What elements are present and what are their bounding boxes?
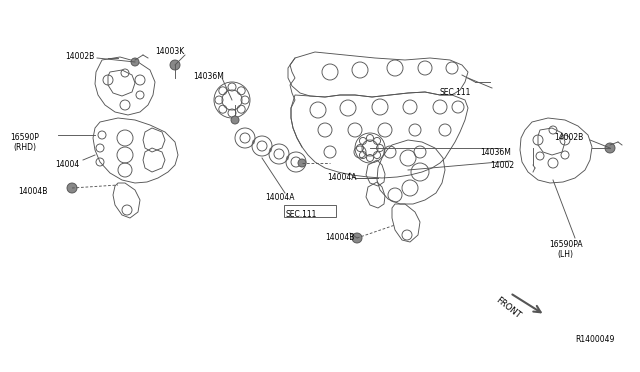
Text: 16590PA: 16590PA: [549, 240, 582, 249]
Text: 14002B: 14002B: [554, 133, 583, 142]
Circle shape: [67, 183, 77, 193]
Text: (LH): (LH): [557, 250, 573, 259]
Text: 14004A: 14004A: [265, 193, 294, 202]
Text: SEC.111: SEC.111: [440, 88, 472, 97]
Text: FRONT: FRONT: [494, 295, 522, 320]
Circle shape: [231, 116, 239, 124]
Text: (RHD): (RHD): [13, 143, 36, 152]
Circle shape: [170, 60, 180, 70]
Text: SEC.111: SEC.111: [285, 210, 316, 219]
Circle shape: [605, 143, 615, 153]
Text: 14004B: 14004B: [325, 233, 355, 242]
Text: 14004B: 14004B: [18, 187, 47, 196]
Text: 14004: 14004: [55, 160, 79, 169]
Text: 14002: 14002: [490, 161, 514, 170]
Text: 14002B: 14002B: [65, 52, 94, 61]
Circle shape: [298, 159, 306, 167]
Text: 14004A: 14004A: [327, 173, 356, 182]
Text: 16590P: 16590P: [10, 133, 39, 142]
Circle shape: [352, 233, 362, 243]
Circle shape: [131, 58, 139, 66]
Text: 14036M: 14036M: [193, 72, 224, 81]
Text: R1400049: R1400049: [575, 335, 614, 344]
Text: 14003K: 14003K: [155, 47, 184, 56]
Text: 14036M: 14036M: [480, 148, 511, 157]
